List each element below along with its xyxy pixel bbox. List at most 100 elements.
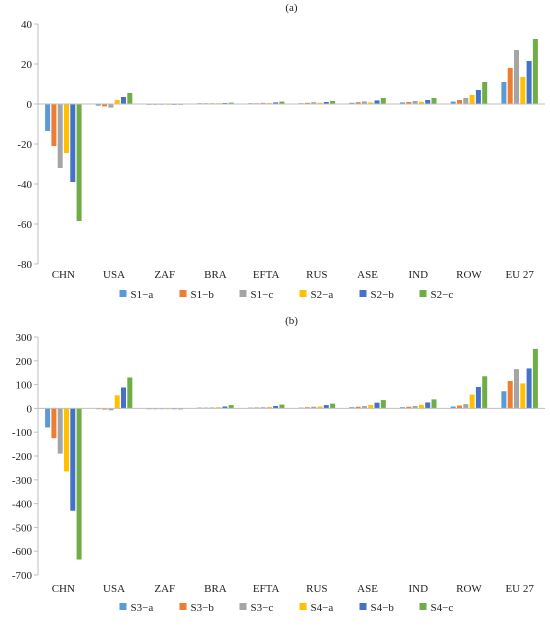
bar bbox=[380, 98, 386, 104]
bar bbox=[311, 406, 317, 409]
category-label: ROW bbox=[456, 583, 482, 595]
bar bbox=[57, 104, 63, 168]
bar bbox=[514, 50, 519, 104]
bar bbox=[304, 102, 310, 104]
legend-label: S1−c bbox=[251, 289, 274, 301]
panel-title: (a) bbox=[285, 2, 298, 14]
bar bbox=[127, 93, 133, 104]
legend-swatch bbox=[119, 290, 127, 297]
y-tick-label: -40 bbox=[17, 179, 32, 191]
bar bbox=[520, 383, 526, 409]
bar bbox=[374, 100, 380, 104]
legend-swatch bbox=[299, 290, 307, 297]
category-label: BRA bbox=[204, 583, 227, 595]
bar bbox=[349, 102, 355, 104]
bar bbox=[425, 402, 431, 409]
bar bbox=[121, 387, 126, 409]
bar bbox=[463, 404, 469, 409]
y-tick-label: -500 bbox=[12, 522, 33, 534]
category-label: EFTA bbox=[253, 269, 280, 281]
bar bbox=[463, 98, 469, 104]
category-label: ASE bbox=[357, 583, 378, 595]
bar bbox=[114, 395, 120, 409]
bar bbox=[260, 407, 266, 409]
bar bbox=[482, 376, 488, 409]
bar bbox=[95, 104, 101, 106]
bar bbox=[526, 368, 532, 409]
bar bbox=[51, 408, 57, 439]
bar bbox=[475, 386, 481, 409]
y-tick-label: 0 bbox=[27, 403, 33, 415]
bar bbox=[228, 405, 234, 409]
y-tick-label: 300 bbox=[16, 332, 33, 344]
legend-label: S3−a bbox=[131, 602, 154, 614]
bar bbox=[355, 102, 361, 104]
bar bbox=[469, 394, 475, 409]
legend-swatch bbox=[239, 603, 247, 610]
bar bbox=[330, 403, 336, 409]
category-label: ZAF bbox=[154, 583, 175, 595]
bar bbox=[317, 102, 323, 104]
bar bbox=[412, 101, 418, 104]
y-tick-label: 0 bbox=[27, 99, 33, 111]
bar bbox=[406, 406, 412, 409]
bar bbox=[108, 104, 114, 108]
legend-swatch bbox=[179, 603, 187, 610]
y-tick-label: -60 bbox=[17, 219, 32, 231]
bar bbox=[532, 39, 538, 104]
bar bbox=[349, 407, 355, 409]
bar bbox=[380, 400, 386, 409]
bar bbox=[431, 98, 437, 104]
legend-label: S1−a bbox=[131, 289, 154, 301]
bar bbox=[450, 101, 456, 104]
legend-swatch bbox=[359, 603, 367, 610]
bar bbox=[323, 405, 329, 409]
bar bbox=[400, 407, 405, 409]
y-tick-label: -20 bbox=[17, 139, 32, 151]
bar bbox=[121, 97, 126, 104]
bar bbox=[127, 377, 133, 409]
bar bbox=[279, 101, 285, 104]
bar bbox=[114, 100, 120, 104]
bar bbox=[311, 102, 317, 104]
category-label: ROW bbox=[456, 269, 482, 281]
bar bbox=[273, 406, 279, 409]
panel-title: (b) bbox=[285, 315, 298, 327]
legend-label: S4−b bbox=[371, 602, 395, 614]
y-tick-label: 200 bbox=[16, 356, 33, 368]
bar bbox=[361, 406, 367, 409]
panel-b: (b) -700 -600 -500 -400 -300 -200 -100 0 100 200 30… bbox=[12, 315, 545, 614]
bar bbox=[475, 90, 481, 104]
bar bbox=[279, 404, 285, 409]
bar bbox=[418, 101, 424, 104]
bar bbox=[482, 82, 488, 104]
bar bbox=[70, 408, 76, 511]
bar bbox=[457, 100, 462, 104]
y-tick-label: -80 bbox=[17, 259, 32, 271]
legend-swatch bbox=[119, 603, 127, 610]
bar bbox=[102, 104, 108, 107]
bar bbox=[501, 82, 507, 104]
category-label: USA bbox=[103, 583, 125, 595]
bar bbox=[108, 408, 114, 411]
bar bbox=[51, 104, 57, 146]
y-tick-label: -700 bbox=[12, 570, 33, 582]
bar bbox=[216, 407, 222, 409]
bar bbox=[374, 402, 380, 409]
legend-label: S3−b bbox=[191, 602, 215, 614]
bar bbox=[532, 348, 538, 409]
category-label: EU 27 bbox=[505, 269, 534, 281]
bar bbox=[520, 77, 526, 104]
legend-label: S2−a bbox=[311, 289, 334, 301]
category-label: CHN bbox=[52, 269, 75, 281]
legend-label: S4−a bbox=[311, 602, 334, 614]
bar bbox=[228, 102, 234, 104]
bar bbox=[64, 408, 69, 472]
legend-label: S2−b bbox=[371, 289, 395, 301]
bar bbox=[70, 104, 76, 182]
legend-label: S4−c bbox=[431, 602, 454, 614]
bar bbox=[507, 68, 513, 104]
category-label: USA bbox=[103, 269, 125, 281]
